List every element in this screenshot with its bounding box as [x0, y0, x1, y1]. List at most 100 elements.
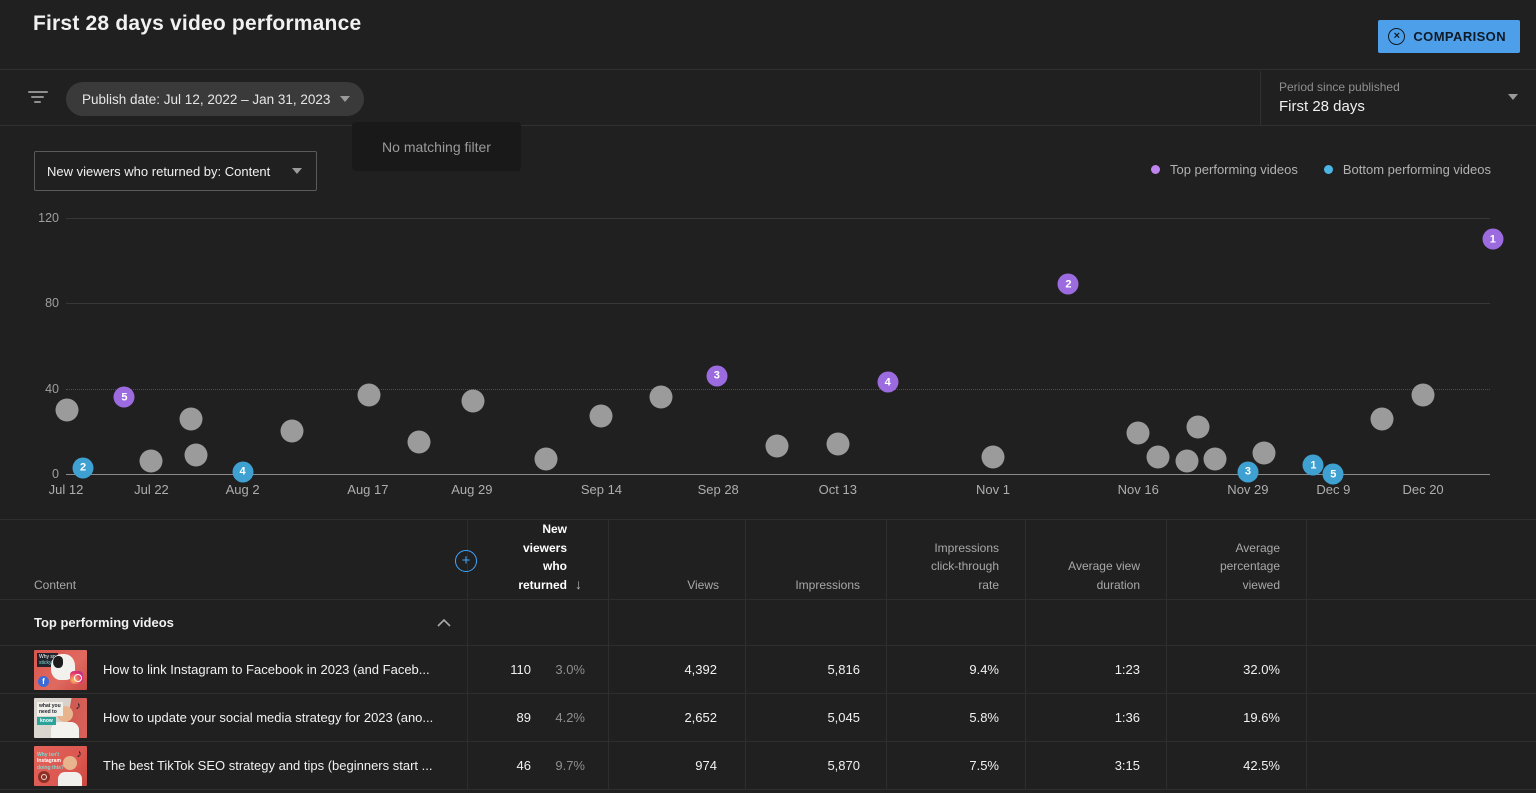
top-video-marker-4[interactable]: 4: [877, 371, 899, 393]
gridline-40: [66, 388, 1490, 390]
legend-item-top[interactable]: Top performing videos: [1150, 162, 1298, 177]
y-axis-label: 120: [38, 211, 59, 225]
publish-date-filter-chip[interactable]: Publish date: Jul 12, 2022 – Jan 31, 202…: [66, 82, 365, 116]
divider: [1260, 71, 1261, 125]
table-header-row: Content New viewers who returned ↓ Views…: [0, 520, 1536, 608]
legend-label: Top performing videos: [1169, 162, 1298, 177]
bottom-video-marker-5[interactable]: 5: [1322, 463, 1344, 485]
x-axis-label: Nov 29: [1227, 482, 1269, 497]
video-thumbnail: ♪ Why isn't Instagram doing this?: [34, 745, 87, 786]
column-header-new-viewers[interactable]: New viewers who returned ↓: [467, 520, 608, 608]
bottom-video-marker-4[interactable]: 4: [232, 461, 254, 483]
views-cell: 4,392: [608, 646, 745, 693]
data-point-video[interactable]: [1146, 445, 1170, 469]
views-cell: 2,652: [608, 694, 745, 741]
data-point-video[interactable]: [1411, 383, 1435, 407]
empty-cell: [1306, 694, 1536, 741]
x-axis-label: Dec 9: [1316, 482, 1351, 497]
data-point-video[interactable]: [649, 385, 673, 409]
data-point-video[interactable]: [826, 432, 850, 456]
chevron-down-icon: [292, 168, 302, 174]
row-rank: 1: [0, 662, 41, 677]
legend-item-bottom[interactable]: Bottom performing videos: [1323, 162, 1491, 177]
scatter-plot: 0 40 80 120 Jul 12 Jul 22 Aug 2 Aug 17 Aug 29 Sep…: [38, 211, 1504, 497]
top-video-marker-2[interactable]: 2: [1057, 273, 1079, 295]
new-viewers-cell: 89 4.2%: [467, 694, 608, 741]
data-point-video[interactable]: [534, 447, 558, 471]
row-rank: 2: [0, 710, 41, 725]
data-point-video[interactable]: [765, 434, 789, 458]
data-point-video[interactable]: [589, 404, 613, 428]
column-header-impressions[interactable]: Impressions: [745, 520, 886, 608]
sort-descending-icon[interactable]: ↓: [575, 575, 582, 592]
data-point-video[interactable]: [1252, 441, 1276, 465]
data-point-video[interactable]: [139, 449, 163, 473]
bottom-video-marker-1[interactable]: 1: [1302, 454, 1324, 476]
bottom-video-marker-2[interactable]: 2: [72, 457, 94, 479]
new-viewers-pct: 3.0%: [555, 662, 585, 677]
column-header-content[interactable]: Content: [34, 577, 77, 592]
avg-pct-viewed-cell: 19.6%: [1166, 694, 1306, 741]
group-title: Top performing videos: [34, 615, 174, 630]
group-cell: Top performing videos: [0, 600, 467, 645]
remove-comparison-icon[interactable]: ×: [1388, 28, 1406, 45]
data-point-video[interactable]: [357, 383, 381, 407]
period-select-value: First 28 days: [1279, 98, 1365, 115]
video-title[interactable]: The best TikTok SEO strategy and tips (b…: [103, 758, 433, 773]
x-axis-label: Aug 29: [451, 482, 493, 497]
filter-icon[interactable]: [28, 91, 48, 105]
period-since-published-select[interactable]: Period since published First 28 days: [1262, 70, 1536, 126]
new-viewers-cell: 46 9.7%: [467, 742, 608, 789]
data-point-video[interactable]: [184, 443, 208, 467]
add-metric-button[interactable]: +: [455, 550, 477, 572]
data-point-video[interactable]: [1175, 449, 1199, 473]
data-point-video[interactable]: [461, 389, 485, 413]
data-point-video[interactable]: [1186, 415, 1210, 439]
comparison-button-label: COMPARISON: [1413, 29, 1506, 44]
avg-duration-cell: 3:15: [1025, 742, 1166, 789]
comparison-button[interactable]: × COMPARISON: [1378, 20, 1520, 53]
data-point-video[interactable]: [407, 430, 431, 454]
column-header-views[interactable]: Views: [608, 520, 745, 608]
y-axis-label: 40: [45, 381, 59, 396]
column-header-ctr[interactable]: Impressions click-through rate: [886, 520, 1025, 608]
data-point-video[interactable]: [1126, 421, 1150, 445]
empty-cell: [1306, 646, 1536, 693]
impressions-cell: 5,816: [745, 646, 886, 693]
no-matching-filter-tooltip: No matching filter: [352, 122, 521, 171]
new-viewers-cell: 110 3.0%: [467, 646, 608, 693]
data-point-video[interactable]: [179, 407, 203, 431]
metric-selector[interactable]: New viewers who returned by: Content: [34, 151, 317, 191]
column-header-avg-pct-viewed[interactable]: Average percentage viewed: [1166, 520, 1306, 608]
impressions-cell: 5,870: [745, 742, 886, 789]
column-header-avg-duration[interactable]: Average view duration: [1025, 520, 1166, 608]
bottom-video-marker-3[interactable]: 3: [1237, 461, 1259, 483]
top-video-marker-3[interactable]: 3: [706, 365, 728, 387]
period-select-label: Period since published: [1279, 80, 1400, 94]
page-title: First 28 days video performance: [33, 12, 362, 35]
video-title[interactable]: How to update your social media strategy…: [103, 710, 434, 725]
avg-duration-cell: 1:23: [1025, 646, 1166, 693]
video-title[interactable]: How to link Instagram to Facebook in 202…: [103, 662, 430, 677]
avg-pct-viewed-cell: 42.5%: [1166, 742, 1306, 789]
group-row-top-performing: Top performing videos: [0, 600, 1536, 646]
data-point-video[interactable]: [55, 398, 79, 422]
data-point-video[interactable]: [1370, 407, 1394, 431]
data-point-video[interactable]: [981, 445, 1005, 469]
x-axis-label: Jul 12: [48, 482, 84, 497]
row-rank: 3: [0, 758, 41, 773]
x-axis-label: Oct 13: [818, 482, 857, 497]
data-point-video[interactable]: [1203, 447, 1227, 471]
collapse-group-icon[interactable]: [437, 618, 451, 627]
top-video-marker-1[interactable]: 1: [1482, 228, 1504, 250]
top-video-marker-5[interactable]: 5: [113, 386, 135, 408]
data-point-video[interactable]: [280, 419, 304, 443]
ctr-cell: 5.8%: [886, 694, 1025, 741]
x-axis-label: Dec 20: [1402, 482, 1444, 497]
